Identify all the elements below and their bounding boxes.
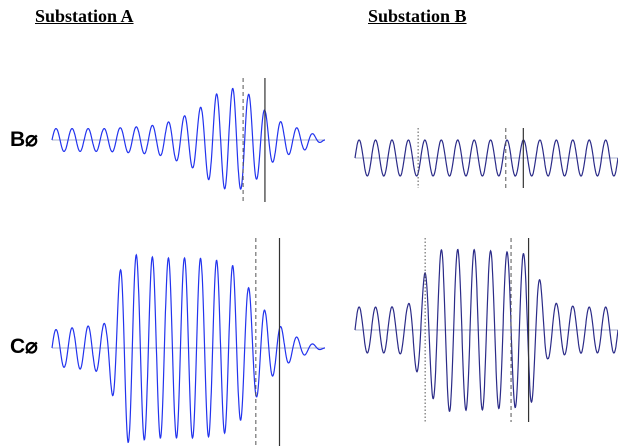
- phase-c-label: C⌀: [10, 335, 38, 358]
- substation-a-title: Substation A: [35, 6, 134, 26]
- phase-b-label: B⌀: [10, 128, 38, 151]
- substation-a-phase-b-waveform: [51, 87, 325, 190]
- substation-a-phase-c-waveform: [51, 253, 325, 444]
- substation-b-title: Substation B: [368, 6, 467, 26]
- substation-b-phase-c-waveform: [354, 248, 618, 413]
- substation-b-phase-b-waveform: [354, 139, 618, 177]
